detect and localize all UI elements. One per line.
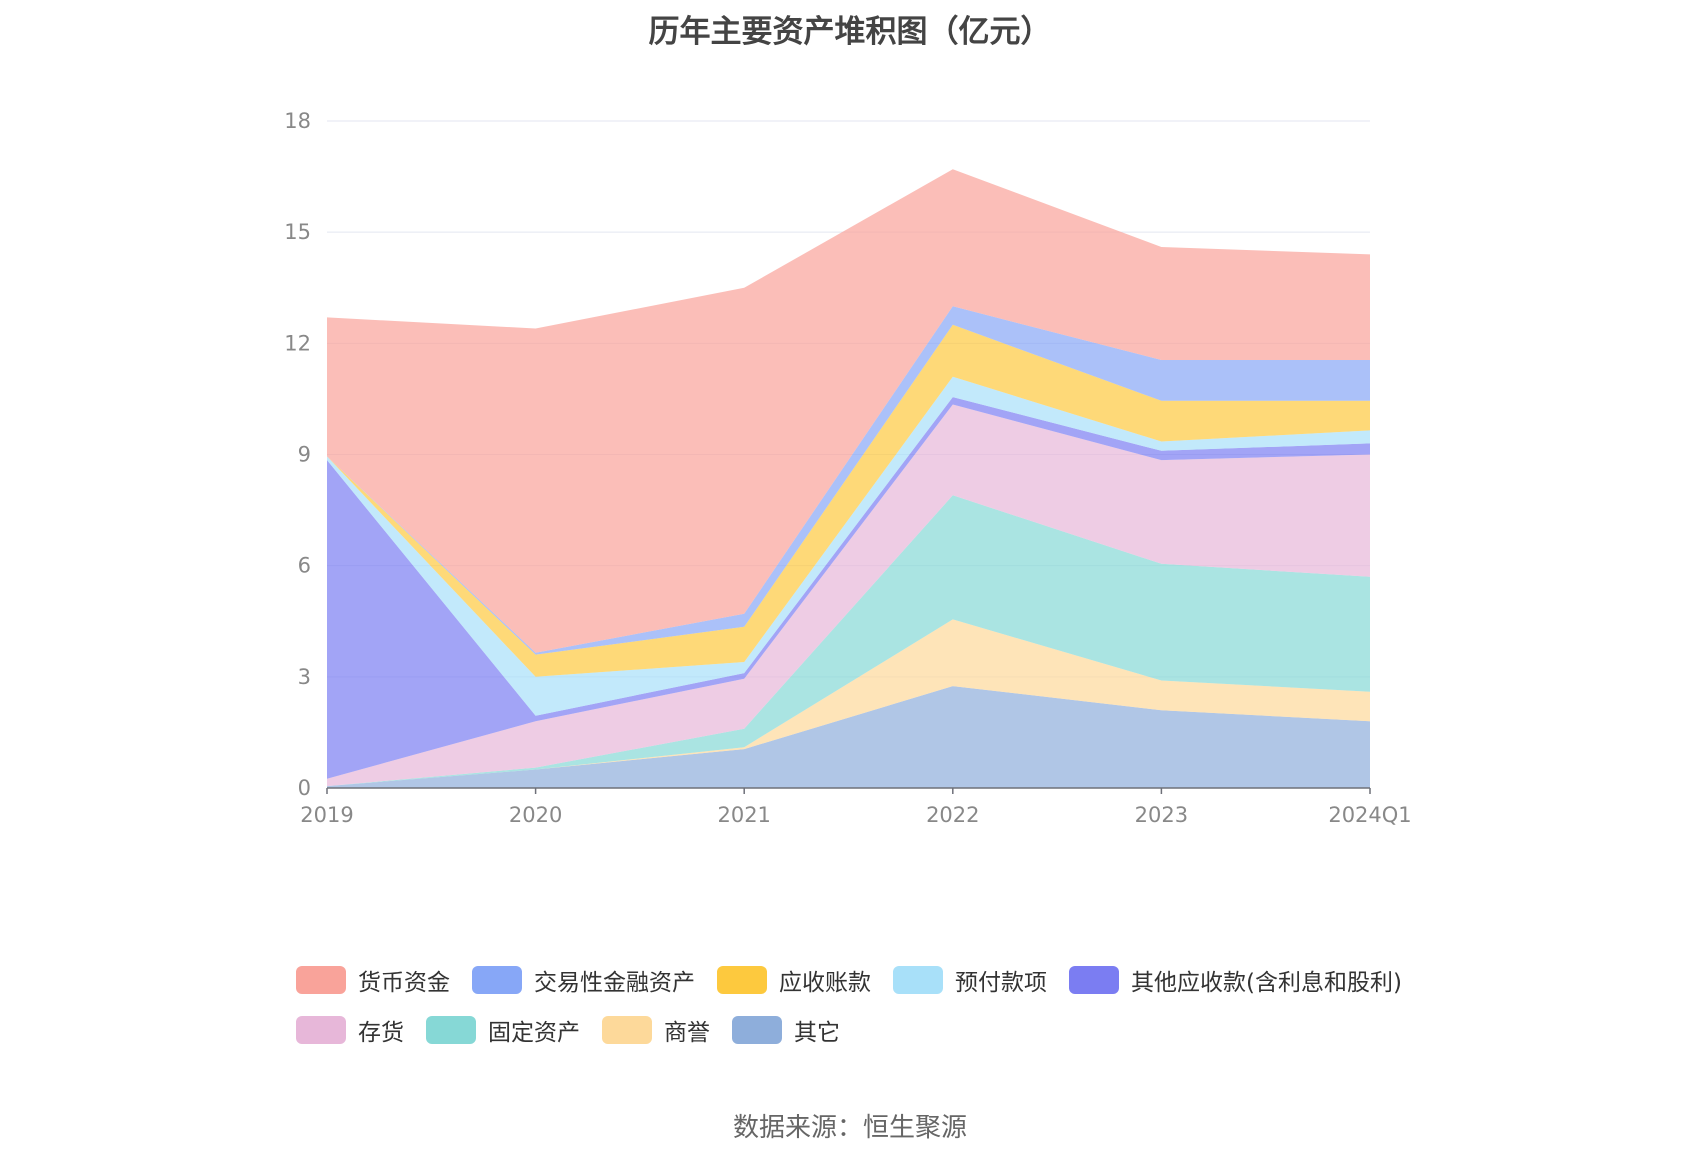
legend-item[interactable]: 固定资产	[426, 1013, 580, 1047]
legend-label: 存货	[358, 1020, 404, 1046]
area-series-商誉[interactable]	[327, 619, 1370, 787]
legend-swatch	[732, 1016, 782, 1044]
legend-swatch	[717, 966, 767, 994]
legend-item[interactable]: 应收账款	[717, 963, 871, 997]
legend-swatch	[1069, 966, 1119, 994]
legend-item[interactable]: 货币资金	[296, 963, 450, 997]
legend-item[interactable]: 商誉	[602, 1013, 710, 1047]
x-tick-label: 2021	[717, 803, 770, 827]
x-tick-label: 2023	[1135, 803, 1188, 827]
y-tick-label: 0	[298, 776, 311, 800]
chart-title: 历年主要资产堆积图（亿元）	[648, 14, 1052, 50]
legend-item[interactable]: 交易性金融资产	[472, 963, 695, 997]
legend-item[interactable]: 其它	[732, 1013, 840, 1047]
area-series-货币资金[interactable]	[327, 169, 1370, 653]
area-series-应收账款[interactable]	[327, 324, 1370, 677]
x-axis-tick-labels: 2019 2020 2021 2022 2023 2024Q1	[300, 803, 1411, 827]
legend-row: 存货 固定资产 商誉 其它	[296, 1005, 1446, 1055]
legend-label: 货币资金	[358, 970, 450, 996]
y-tick-label: 3	[298, 665, 311, 689]
y-tick-label: 12	[284, 331, 311, 355]
legend-swatch	[893, 966, 943, 994]
y-tick-label: 18	[284, 109, 311, 133]
legend-label: 其它	[794, 1020, 840, 1046]
y-axis-tick-labels: 0 3 6 9 12 15 18	[284, 109, 311, 800]
legend-label: 固定资产	[488, 1020, 580, 1046]
legend-label: 其他应收款(含利息和股利)	[1131, 970, 1402, 996]
legend-label: 应收账款	[779, 970, 871, 996]
legend-swatch	[296, 966, 346, 994]
y-tick-label: 15	[284, 220, 311, 244]
legend-label: 交易性金融资产	[534, 970, 695, 996]
area-series-其它[interactable]	[327, 686, 1370, 788]
data-source-note: 数据来源：恒生聚源	[732, 1113, 967, 1143]
legend-item[interactable]: 存货	[296, 1013, 404, 1047]
legend-swatch	[296, 1016, 346, 1044]
area-series-存货[interactable]	[327, 404, 1370, 787]
area-series-固定资产[interactable]	[327, 495, 1370, 787]
legend-label: 商誉	[664, 1020, 710, 1046]
x-tick-label: 2022	[926, 803, 979, 827]
x-tick-label: 2019	[300, 803, 353, 827]
stacked-area-chart: 0 3 6 9 12 15 18 2019 2020 2021 2022 2023 2024Q1	[284, 109, 1411, 827]
legend: 货币资金 交易性金融资产 应收账款 预付款项 其他应收款(含利息和股利) 存货 固定资产 商誉…	[296, 955, 1446, 1055]
y-tick-label: 6	[298, 554, 311, 578]
x-axis	[326, 787, 1371, 794]
legend-label: 预付款项	[955, 970, 1047, 996]
legend-item[interactable]: 预付款项	[893, 963, 1047, 997]
legend-item[interactable]: 其他应收款(含利息和股利)	[1069, 963, 1402, 997]
legend-swatch	[472, 966, 522, 994]
legend-row: 货币资金 交易性金融资产 应收账款 预付款项 其他应收款(含利息和股利)	[296, 955, 1446, 1005]
area-series-其他应收款(含利息和股利)[interactable]	[327, 397, 1370, 779]
y-tick-label: 9	[298, 443, 311, 467]
area-series-layer	[327, 169, 1370, 788]
legend-swatch	[426, 1016, 476, 1044]
x-tick-label: 2024Q1	[1328, 803, 1411, 827]
legend-swatch	[602, 1016, 652, 1044]
x-tick-label: 2020	[509, 803, 562, 827]
